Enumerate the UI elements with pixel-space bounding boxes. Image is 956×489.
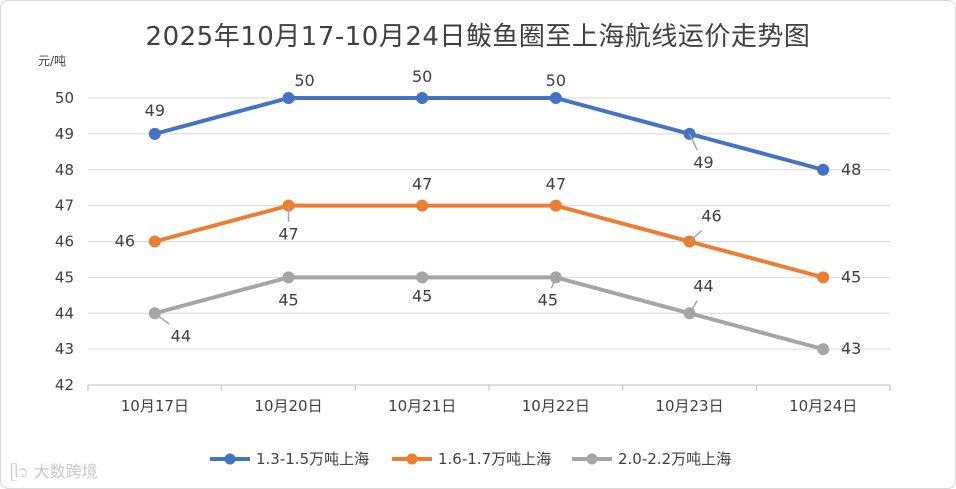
gridlines — [88, 97, 890, 350]
legend-marker — [406, 453, 418, 465]
data-label: 46 — [115, 232, 135, 251]
leader-line — [550, 277, 557, 289]
data-point — [817, 343, 830, 356]
data-label: 47 — [412, 175, 432, 194]
series-line — [152, 275, 826, 352]
data-label: 47 — [278, 225, 298, 244]
x-tick-label: 10月21日 — [388, 397, 456, 415]
data-label: 46 — [701, 207, 721, 226]
data-point — [416, 199, 429, 212]
data-point — [282, 271, 295, 284]
legend-item: 1.3-1.5万吨上海 — [210, 450, 369, 468]
series-line — [152, 96, 826, 172]
leader-line — [688, 133, 698, 151]
data-label: 44 — [693, 276, 713, 295]
axes: 42 43 44 45 46 47 48 49 50 10月17日 10月20日 10月21日 10月2… — [55, 89, 891, 415]
legend-item: 2.0-2.2万吨上海 — [572, 450, 731, 468]
watermark: ᥫ᭡ 大数跨境 — [10, 458, 98, 489]
y-tick-label: 47 — [55, 197, 74, 215]
data-point — [416, 271, 429, 284]
y-tick-label: 49 — [55, 125, 74, 143]
data-point — [817, 271, 830, 284]
data-point — [549, 199, 562, 212]
data-point — [549, 92, 562, 104]
watermark-text: 大数跨境 — [33, 462, 98, 481]
data-label: 50 — [546, 71, 566, 90]
legend-label: 1.3-1.5万吨上海 — [256, 450, 369, 468]
data-label: 49 — [693, 153, 713, 172]
leader-line — [154, 312, 170, 325]
leader-line — [689, 230, 703, 243]
x-tick-label: 10月23日 — [655, 397, 723, 415]
x-tick-label: 10月24日 — [789, 397, 857, 415]
series-line — [152, 203, 826, 280]
y-tick-label: 45 — [55, 268, 74, 286]
chart-title: 2025年10月17-10月24日鲅鱼圈至上海航线运价走势图 — [145, 22, 811, 52]
y-tick-label: 43 — [55, 340, 74, 358]
leader-line — [688, 300, 698, 314]
data-label: 45 — [841, 267, 861, 286]
series-group — [148, 92, 830, 356]
legend-marker — [224, 453, 236, 465]
legend-label: 1.6-1.7万吨上海 — [438, 450, 551, 468]
data-point — [817, 163, 830, 176]
data-point — [148, 127, 161, 140]
y-tick-label: 42 — [55, 376, 74, 394]
y-tick-label: 44 — [55, 304, 74, 322]
x-tick-label: 10月17日 — [121, 397, 189, 415]
x-tick-label: 10月22日 — [522, 397, 590, 415]
legend: 1.3-1.5万吨上海 1.6-1.7万吨上海 2.0-2.2万吨上海 — [210, 450, 731, 468]
data-label: 45 — [412, 286, 432, 305]
legend-marker — [586, 453, 598, 465]
data-labels: 49 50 50 50 49 48 46 47 47 47 46 45 44 45 45 45 44 43 — [115, 67, 862, 358]
data-label: 43 — [841, 339, 861, 358]
data-label: 47 — [546, 175, 566, 194]
y-tick-label: 50 — [55, 89, 74, 107]
data-label: 45 — [278, 290, 298, 309]
data-label: 50 — [412, 67, 432, 86]
y-tick-label: 46 — [55, 233, 74, 251]
data-label: 45 — [538, 290, 558, 309]
legend-label: 2.0-2.2万吨上海 — [618, 450, 731, 468]
data-label: 44 — [171, 326, 191, 345]
legend-item: 1.6-1.7万吨上海 — [392, 450, 551, 468]
data-point — [282, 92, 295, 104]
data-label: 50 — [294, 71, 314, 90]
y-tick-label: 48 — [55, 161, 74, 179]
y-axis-unit: 元/吨 — [38, 54, 67, 68]
x-tick-label: 10月20日 — [254, 397, 322, 415]
watermark-logo-icon: ᥫ᭡ — [10, 462, 29, 481]
data-label: 49 — [145, 101, 165, 120]
data-label: 48 — [841, 160, 861, 179]
data-point — [416, 92, 429, 104]
data-point — [148, 235, 161, 248]
